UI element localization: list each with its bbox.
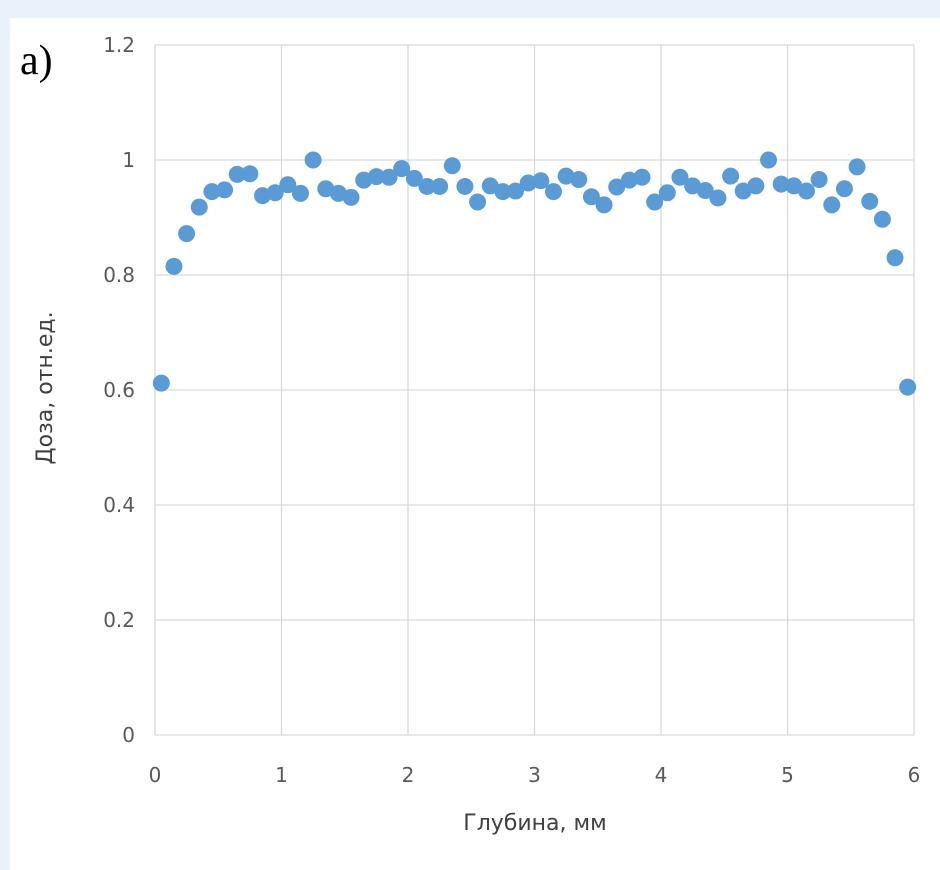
y-tick-label: 0.8 xyxy=(103,263,135,287)
data-point xyxy=(608,178,626,196)
data-point xyxy=(709,189,727,207)
data-points xyxy=(152,151,917,396)
y-tick-labels: 0 0.2 0.4 0.6 0.8 1 1.2 xyxy=(103,33,135,747)
data-point xyxy=(304,151,322,169)
data-point xyxy=(507,182,525,200)
data-point xyxy=(367,168,385,186)
x-axis-title: Глубина, мм xyxy=(463,811,606,836)
data-point xyxy=(469,193,487,211)
y-tick-label: 0.6 xyxy=(103,378,135,402)
data-point xyxy=(291,184,309,202)
y-tick-label: 0.4 xyxy=(103,493,135,517)
data-point xyxy=(633,168,651,186)
panel-label: а) xyxy=(20,38,53,84)
data-point xyxy=(772,175,790,193)
data-point xyxy=(747,177,765,195)
data-point xyxy=(216,181,234,199)
data-point xyxy=(861,192,879,210)
data-point xyxy=(405,169,423,187)
data-point xyxy=(443,157,461,175)
data-point xyxy=(797,182,815,200)
data-point xyxy=(658,184,676,202)
grid-lines xyxy=(154,44,915,736)
data-point xyxy=(519,174,537,192)
data-point xyxy=(266,184,284,202)
data-point xyxy=(494,183,512,201)
y-tick-label: 0 xyxy=(122,723,135,747)
x-tick-label: 6 xyxy=(908,763,921,787)
y-tick-label: 0.2 xyxy=(103,608,135,632)
data-point xyxy=(342,188,360,206)
data-point xyxy=(835,180,853,198)
y-tick-label: 1.2 xyxy=(103,33,135,57)
x-tick-label: 2 xyxy=(402,763,415,787)
data-point xyxy=(190,198,208,216)
data-point xyxy=(165,257,183,275)
data-point xyxy=(228,165,246,183)
data-point xyxy=(760,151,778,169)
data-point xyxy=(178,225,196,243)
data-point xyxy=(722,167,740,185)
data-point xyxy=(823,196,841,214)
chart-frame: 0 0.2 0.4 0.6 0.8 1 1.2 0 1 2 3 4 5 6 а) Доза, отн.е… xyxy=(10,18,940,870)
data-point xyxy=(279,176,297,194)
data-point xyxy=(456,177,474,195)
data-point xyxy=(431,177,449,195)
data-point xyxy=(582,188,600,206)
data-point xyxy=(646,193,664,211)
data-point xyxy=(570,171,588,189)
data-point xyxy=(241,165,259,183)
scatter-chart: 0 0.2 0.4 0.6 0.8 1 1.2 0 1 2 3 4 5 6 а) Доза, отн.е… xyxy=(20,33,921,836)
data-point xyxy=(152,374,170,392)
x-tick-label: 3 xyxy=(528,763,541,787)
x-tick-label: 5 xyxy=(781,763,794,787)
x-tick-label: 0 xyxy=(149,763,162,787)
data-point xyxy=(899,378,917,396)
data-point xyxy=(393,160,411,178)
data-point xyxy=(848,158,866,176)
x-tick-labels: 0 1 2 3 4 5 6 xyxy=(149,763,921,787)
data-point xyxy=(810,171,828,189)
data-point xyxy=(544,183,562,201)
x-tick-label: 1 xyxy=(275,763,288,787)
data-point xyxy=(481,177,499,195)
data-point xyxy=(886,249,904,267)
y-axis-title: Доза, отн.ед. xyxy=(33,311,58,464)
data-point xyxy=(595,196,613,214)
data-point xyxy=(254,187,272,205)
data-point xyxy=(620,171,638,189)
data-point xyxy=(873,210,891,228)
data-point xyxy=(203,183,221,201)
x-tick-label: 4 xyxy=(655,763,668,787)
y-tick-label: 1 xyxy=(122,148,135,172)
data-point xyxy=(696,181,714,199)
data-point xyxy=(418,177,436,195)
data-point xyxy=(532,172,550,190)
data-point xyxy=(380,168,398,186)
data-point xyxy=(671,168,689,186)
